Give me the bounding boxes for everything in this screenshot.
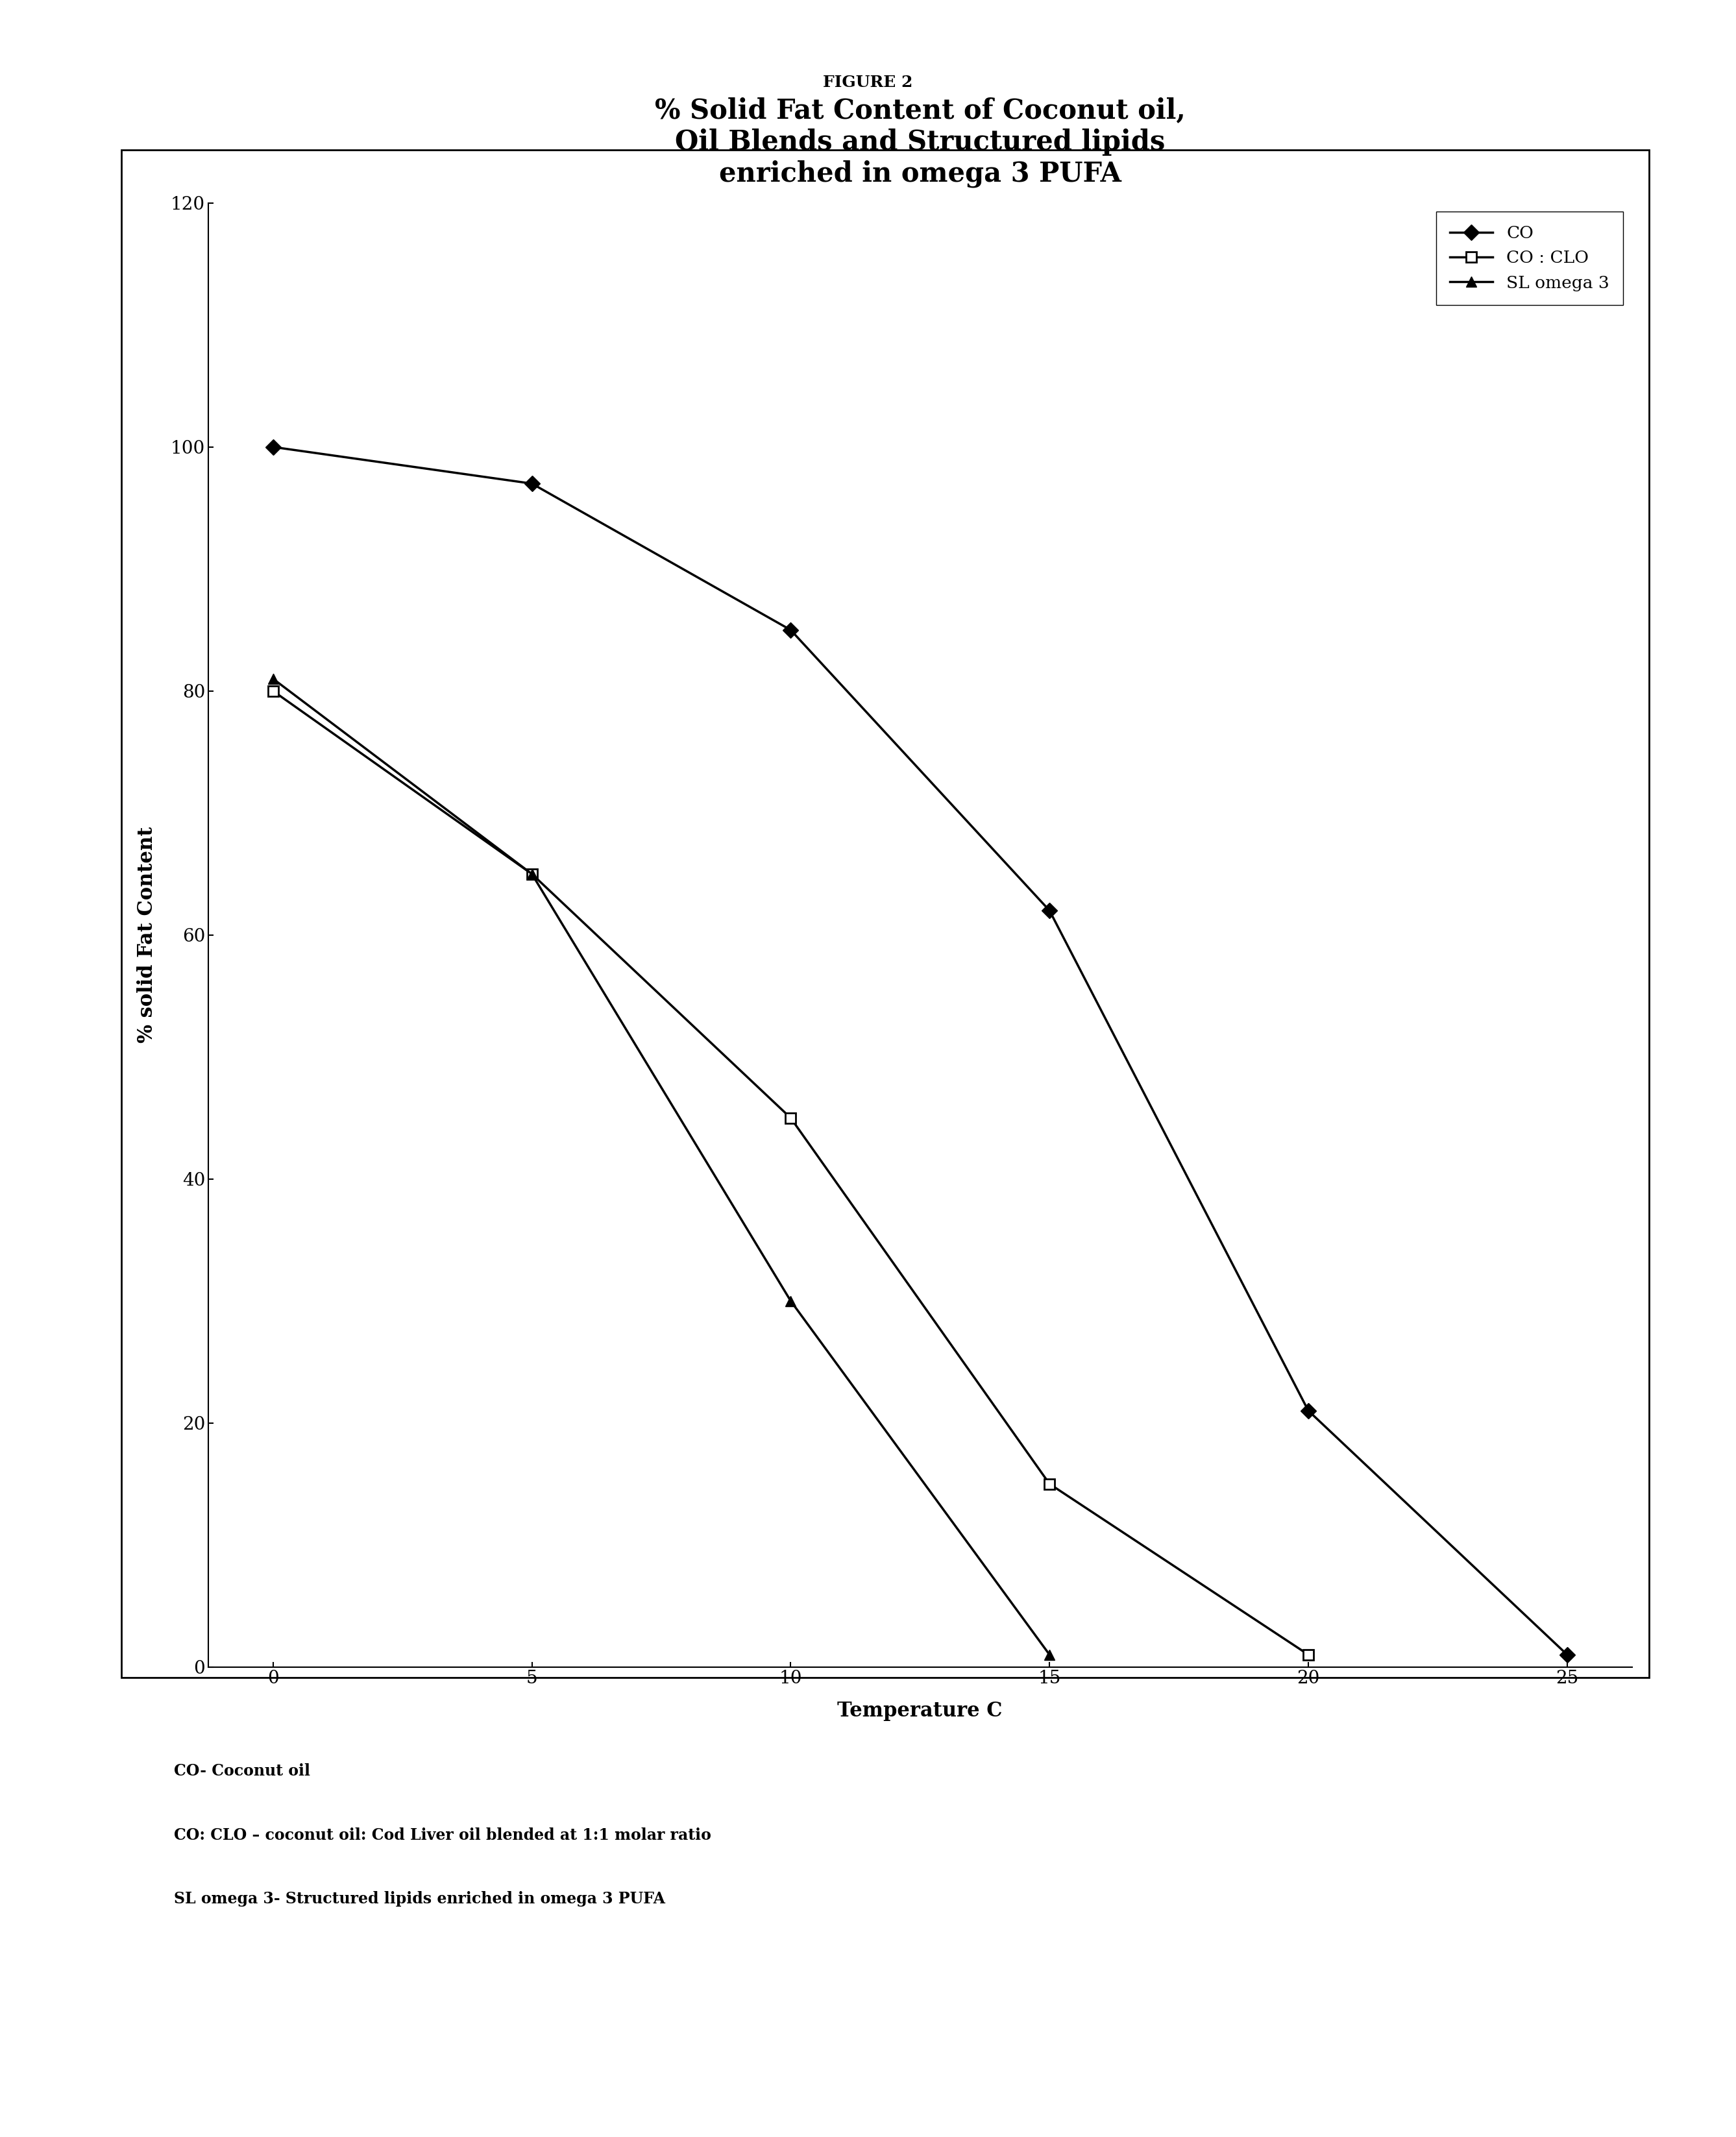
Line: CO: CO — [267, 442, 1573, 1660]
SL omega 3 — [1040, 1641, 1061, 1667]
Title: % Solid Fat Content of Coconut oil,
Oil Blends and Structured lipids
enriched in: % Solid Fat Content of Coconut oil, Oil … — [654, 96, 1186, 188]
Text: SL omega 3- Structured lipids enriched in omega 3 PUFA: SL omega 3- Structured lipids enriched i… — [174, 1891, 665, 1906]
Line: SL omega 3: SL omega 3 — [267, 673, 1055, 1660]
Legend: CO, CO : CLO, SL omega 3: CO, CO : CLO, SL omega 3 — [1436, 212, 1623, 306]
CO — [521, 470, 542, 496]
CO — [1557, 1641, 1578, 1667]
CO : CLO: (15, 15): CLO: (15, 15) — [1040, 1470, 1061, 1496]
CO : CLO: (5, 65): CLO: (5, 65) — [521, 861, 542, 887]
CO — [1299, 1398, 1319, 1423]
SL omega 3 — [262, 667, 283, 692]
SL omega 3 — [779, 1289, 800, 1314]
CO — [1040, 898, 1061, 923]
Y-axis label: % solid Fat Content: % solid Fat Content — [137, 827, 156, 1043]
Text: FIGURE 2: FIGURE 2 — [823, 75, 913, 90]
CO — [262, 434, 283, 459]
Line: CO : CLO: CO : CLO — [267, 686, 1314, 1660]
SL omega 3 — [521, 861, 542, 887]
CO : CLO: (0, 80): CLO: (0, 80) — [262, 677, 283, 703]
X-axis label: Temperature C: Temperature C — [837, 1701, 1003, 1720]
CO : CLO: (20, 1): CLO: (20, 1) — [1299, 1641, 1319, 1667]
CO : CLO: (10, 45): CLO: (10, 45) — [779, 1105, 800, 1130]
Text: CO: CLO – coconut oil: Cod Liver oil blended at 1:1 molar ratio: CO: CLO – coconut oil: Cod Liver oil ble… — [174, 1827, 710, 1842]
Text: CO- Coconut oil: CO- Coconut oil — [174, 1763, 311, 1778]
CO — [779, 618, 800, 643]
